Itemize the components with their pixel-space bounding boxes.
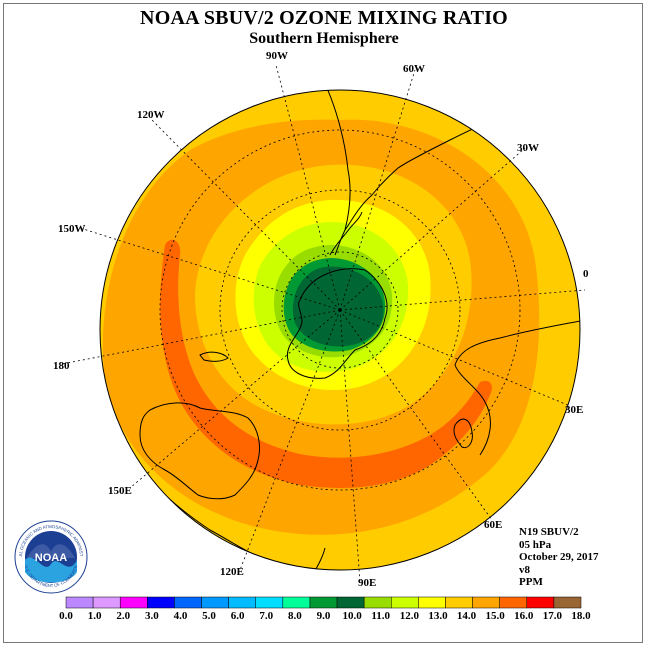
meridian-line: [339, 289, 586, 311]
info-units: PPM: [519, 576, 543, 588]
lon-label-120e: 120E: [220, 566, 244, 578]
longitude-labels: 0 30W 60W 90W 120W 150W 180 150E 120E 90…: [53, 50, 589, 589]
lon-label-0: 0: [583, 268, 589, 280]
lon-label-150w: 150W: [58, 223, 86, 235]
lon-label-180: 180: [53, 360, 70, 372]
ozone-field: [100, 90, 580, 570]
lon-label-90e: 90E: [358, 577, 376, 589]
map-border: [99, 89, 581, 571]
info-version: v8: [519, 563, 530, 576]
lon-label-30e: 30E: [565, 404, 583, 416]
lon-label-90w: 90W: [266, 50, 288, 62]
latitude-grid: [159, 129, 521, 491]
info-satellite: N19 SBUV/2: [519, 526, 579, 538]
meridian-line: [275, 64, 341, 311]
contour-8-9: [292, 266, 384, 347]
meridian-line: [79, 227, 341, 311]
meridian-line: [61, 309, 341, 365]
meridian-line: [129, 309, 341, 489]
logo-center-text: NOAA: [35, 552, 67, 564]
lon-label-60w: 60W: [403, 63, 425, 75]
figure-frame: [3, 3, 643, 643]
lon-label-120w: 120W: [137, 109, 165, 121]
figure-title: NOAA SBUV/2 OZONE MIXING RATIO: [140, 7, 508, 29]
info-block: N19 SBUV/2 05 hPa October 29, 2017 v8 PP…: [519, 526, 599, 589]
meridian-line: [339, 147, 526, 311]
meridian-line: [339, 309, 361, 583]
lon-label-60e: 60E: [484, 519, 502, 531]
lon-label-150e: 150E: [108, 485, 132, 497]
longitude-grid: [61, 64, 586, 583]
meridian-line: [339, 309, 571, 407]
info-date: October 29, 2017: [519, 551, 599, 563]
meridian-line: [339, 309, 493, 521]
noaa-logo: NOAA NATIONAL OCEANIC AND ATMOSPHERIC AD…: [14, 520, 88, 594]
lon-label-30w: 30W: [517, 142, 539, 154]
figure-subtitle: Southern Hemisphere: [249, 30, 399, 47]
info-level: 05 hPa: [519, 538, 552, 551]
meridian-line: [149, 117, 341, 311]
meridian-line: [339, 69, 416, 311]
meridian-line: [239, 309, 341, 571]
